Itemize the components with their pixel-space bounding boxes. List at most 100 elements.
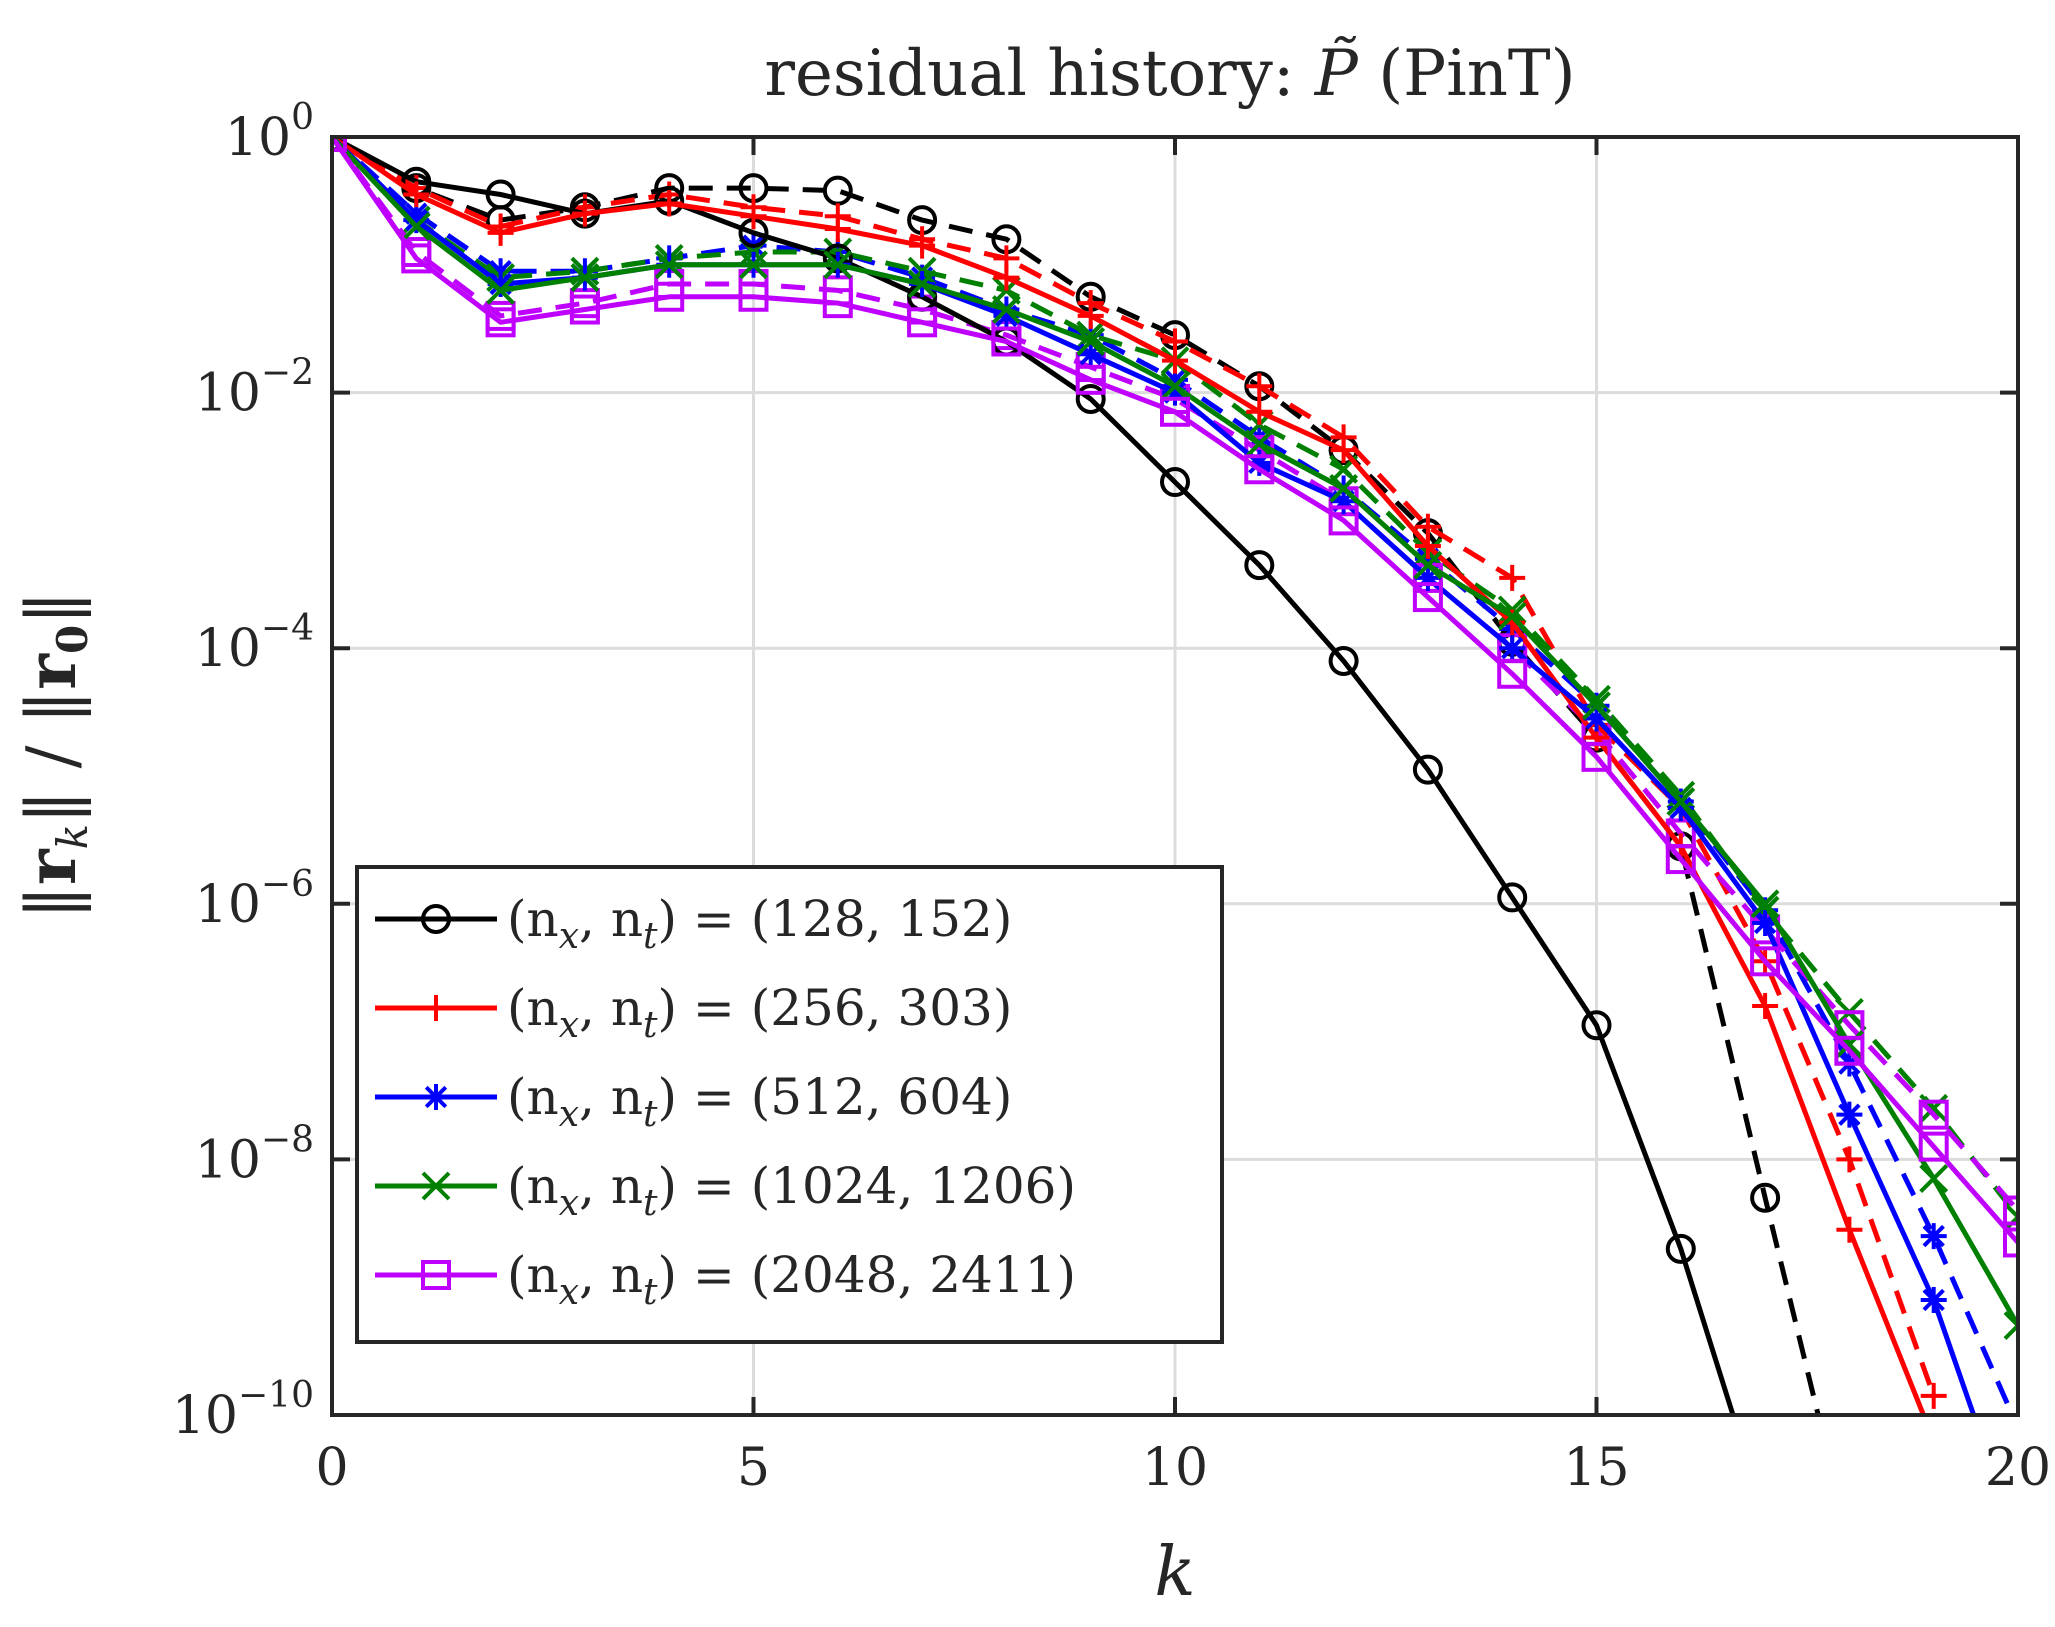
data-point — [1918, 1099, 1949, 1130]
legend-label: (nx, nt) = (2048, 2411) — [507, 1246, 1076, 1313]
data-point — [1834, 1029, 1864, 1059]
data-point — [1330, 488, 1357, 515]
data-point — [570, 263, 600, 292]
legend-label: (nx, nt) = (1024, 1206) — [507, 1157, 1076, 1224]
data-point — [1752, 993, 1779, 1020]
data-point — [1329, 474, 1359, 503]
data-point — [2003, 1195, 2018, 1226]
data-point — [823, 250, 853, 280]
legend-marker — [421, 1260, 451, 1290]
series-line — [332, 137, 1927, 1415]
series-solid-3 — [332, 137, 2018, 1340]
data-point — [1330, 437, 1357, 464]
legend-label: (nx, nt) = (128, 152) — [507, 890, 1012, 957]
data-point — [403, 207, 430, 234]
legend-label: (nx, nt) = (512, 604) — [507, 1068, 1012, 1135]
y-tick-label: 100 — [225, 97, 314, 168]
series-line — [332, 137, 2018, 1213]
x-tick-label: 5 — [737, 1438, 770, 1498]
chart-title-suffix: (PinT) — [1358, 37, 1576, 111]
legend-box — [355, 865, 1224, 1344]
data-point — [1836, 1146, 1863, 1173]
data-point — [487, 270, 514, 297]
data-point — [1752, 909, 1779, 936]
data-point — [1499, 564, 1526, 591]
data-point — [1328, 505, 1359, 536]
x-axis-label: k — [1154, 1533, 1195, 1612]
chart-title-prefix: residual history: — [764, 37, 1314, 111]
data-point — [656, 190, 683, 217]
y-axis-label: ‖rk‖ / ‖r0‖ — [12, 591, 97, 919]
data-point — [738, 281, 769, 312]
series-line — [332, 137, 2018, 1245]
data-point — [569, 294, 600, 325]
data-point — [907, 269, 937, 299]
data-point — [991, 326, 1022, 357]
data-point — [1246, 398, 1273, 425]
data-point — [1666, 787, 1696, 816]
data-point — [1920, 1286, 1947, 1313]
series-solid-4 — [332, 137, 2018, 1258]
axes-layer — [330, 135, 2020, 1417]
data-point — [1160, 371, 1190, 401]
data-point — [822, 288, 853, 319]
x-tick-label: 20 — [1985, 1438, 2051, 1498]
legend-entry: (nx, nt) = (512, 604) — [375, 1068, 1012, 1135]
data-point — [1920, 1382, 1947, 1409]
data-point — [1162, 347, 1188, 374]
data-point — [739, 250, 768, 280]
legend-marker — [423, 1084, 449, 1110]
data-point — [487, 219, 514, 246]
series-solid-1 — [332, 137, 1927, 1415]
y-axis-label-sub-0: 0 — [48, 625, 97, 654]
data-point — [1665, 1233, 1696, 1264]
data-point — [1834, 1035, 1865, 1066]
data-point — [1246, 373, 1273, 400]
data-point — [1412, 754, 1443, 785]
data-point — [1077, 302, 1104, 329]
data-point — [1244, 429, 1274, 459]
legend-marker — [423, 995, 449, 1021]
data-point — [1412, 582, 1443, 613]
data-point — [1414, 564, 1441, 591]
data-point — [1497, 601, 1527, 631]
data-point — [1160, 467, 1190, 498]
data-point — [401, 212, 431, 241]
data-point — [1750, 1182, 1781, 1213]
data-point — [485, 179, 516, 210]
plot-frame — [330, 135, 2020, 1417]
data-point — [1665, 844, 1696, 875]
data-point — [1076, 327, 1106, 356]
chart-title-symbol: P̃ — [1314, 36, 1359, 111]
data-point — [909, 232, 936, 259]
series-layer — [332, 137, 2018, 1415]
x-tick-label: 0 — [315, 1438, 348, 1498]
data-point — [1499, 635, 1526, 662]
y-axis-label-r0: r — [12, 653, 92, 690]
data-point — [1750, 889, 1780, 919]
data-point — [485, 307, 516, 338]
data-point — [2003, 1227, 2018, 1258]
data-point — [486, 275, 516, 305]
y-tick-label: 10−4 — [195, 608, 314, 679]
y-tick-label: 10−10 — [172, 1375, 314, 1446]
data-point — [1414, 532, 1441, 559]
y-tick-label: 10−8 — [195, 1119, 314, 1190]
data-point — [1497, 882, 1528, 913]
data-point — [1497, 658, 1528, 689]
x-tick-label: 15 — [1563, 1438, 1629, 1498]
data-point — [1328, 645, 1359, 676]
data-point — [571, 200, 598, 227]
data-point — [993, 264, 1020, 291]
data-point — [2003, 1311, 2018, 1340]
data-point — [907, 307, 938, 338]
y-tick-label: 10−6 — [195, 864, 314, 935]
data-point — [1581, 1010, 1612, 1041]
legend: (nx, nt) = (128, 152) (nx, nt) = (256, 30… — [355, 865, 1224, 1344]
data-point — [1920, 1223, 1947, 1250]
legend-label: (nx, nt) = (256, 303) — [507, 979, 1012, 1046]
tick-label-layer: 0 5 10 15 20 100 10−2 10−4 10−6 10−8 10−10 — [172, 97, 2051, 1498]
legend-entry: (nx, nt) = (128, 152) — [375, 890, 1012, 957]
data-point — [1836, 1101, 1863, 1128]
